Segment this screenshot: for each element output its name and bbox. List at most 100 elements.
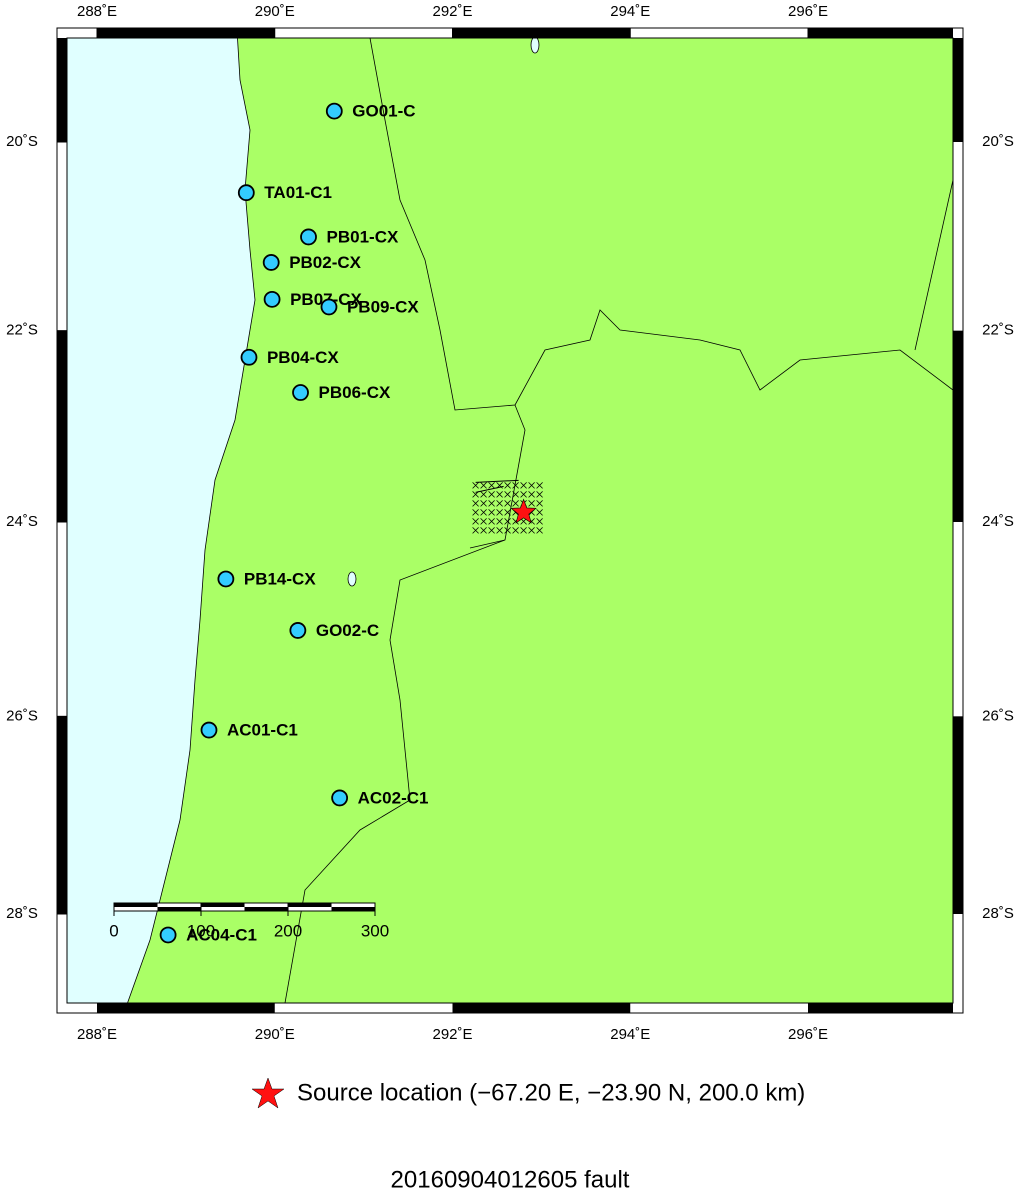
scale-label: 0	[109, 921, 118, 940]
fault-cell	[504, 527, 511, 534]
border	[914, 179, 953, 351]
station-label: AC01-C1	[227, 721, 298, 740]
fault-cell	[536, 527, 543, 534]
fault-cell	[504, 491, 511, 498]
lon-tick-label: 294˚E	[610, 1026, 650, 1043]
frame-segment	[452, 28, 631, 38]
fault-cell	[472, 500, 479, 507]
frame-segment	[57, 716, 67, 914]
fault-cell	[536, 482, 543, 489]
station	[262, 254, 280, 271]
scale-segment	[201, 903, 245, 907]
station-label: AC02-C1	[358, 788, 429, 807]
station-label: PB09-CX	[347, 297, 419, 316]
fault-cell	[528, 527, 535, 534]
lat-tick-label: 28˚S	[982, 905, 1014, 922]
lat-tick-label: 20˚S	[982, 133, 1014, 150]
scale-segment	[288, 903, 332, 907]
fault-cell	[512, 527, 519, 534]
lat-tick-label: 22˚S	[982, 322, 1014, 339]
fault-cell	[472, 509, 479, 516]
fault-outline	[475, 479, 519, 493]
scale-label: 200	[274, 921, 302, 940]
fault-cell	[504, 482, 511, 489]
lat-tick-label: 20˚S	[6, 133, 38, 150]
fault-cell	[480, 500, 487, 507]
lat-tick-label: 26˚S	[6, 707, 38, 724]
lon-tick-label: 288˚E	[77, 1026, 117, 1043]
fault-cell	[488, 509, 495, 516]
fault-cell	[488, 518, 495, 525]
fault-cell	[496, 518, 503, 525]
fault-cell	[536, 491, 543, 498]
frame-segment	[97, 28, 275, 38]
station-label: PB14-CX	[244, 569, 316, 588]
station	[320, 298, 338, 316]
fault-cell	[472, 527, 479, 534]
frame-segment	[953, 716, 963, 914]
fault-cell	[488, 491, 495, 498]
fault-cell	[488, 500, 495, 507]
fault-cell	[528, 500, 535, 507]
station	[237, 184, 255, 202]
lon-tick-label: 290˚E	[255, 1026, 295, 1043]
fault-cell	[504, 518, 511, 525]
frame-segment	[452, 1003, 631, 1013]
station	[300, 228, 317, 246]
lat-tick-label: 24˚S	[982, 513, 1014, 530]
fault-cell	[480, 518, 487, 525]
fault-cell	[536, 509, 543, 516]
fault-cell	[496, 491, 503, 498]
station	[240, 348, 258, 366]
fault-cell	[488, 527, 495, 534]
fault-cell	[480, 482, 487, 489]
station-label: TA01-C1	[264, 183, 332, 202]
frame-segment	[808, 1003, 953, 1013]
border	[469, 539, 506, 549]
fault-cell	[512, 500, 519, 507]
lon-tick-label: 296˚E	[788, 1026, 828, 1043]
fault-cell	[504, 500, 511, 507]
scale-segment	[244, 907, 288, 911]
lat-tick-label: 28˚S	[6, 905, 38, 922]
scale-segment	[331, 907, 375, 911]
frame-segment	[808, 28, 953, 38]
station	[292, 384, 309, 401]
fault-cell	[528, 491, 535, 498]
station	[200, 721, 218, 739]
scale-label: 100	[187, 921, 215, 940]
station-label: GO02-C	[316, 621, 379, 640]
fault-cell	[504, 509, 511, 516]
lon-tick-label: 290˚E	[255, 3, 295, 20]
frame-segment	[953, 38, 963, 142]
fault-cell	[520, 527, 527, 534]
frame-segment	[57, 38, 67, 142]
lon-tick-label: 292˚E	[432, 3, 472, 20]
scale-segment	[114, 903, 158, 907]
fault-cell	[536, 518, 543, 525]
fault-cell	[496, 500, 503, 507]
fault-cell	[488, 482, 495, 489]
fault-cell	[472, 482, 479, 489]
station-label: PB04-CX	[267, 348, 339, 367]
station-label: AC04-C1	[186, 925, 257, 944]
station-label: PB06-CX	[319, 383, 391, 402]
frame-segment	[57, 330, 67, 522]
fault-cell	[472, 518, 479, 525]
fault-cell	[480, 509, 487, 516]
fault-cell	[536, 500, 543, 507]
lat-tick-label: 22˚S	[6, 322, 38, 339]
frame-segment	[953, 330, 963, 522]
scale-segment	[157, 907, 201, 911]
station	[289, 622, 307, 639]
legend-text: Source location (−67.20 E, −23.90 N, 200…	[297, 1079, 805, 1106]
lon-tick-label: 288˚E	[77, 3, 117, 20]
station	[263, 290, 281, 308]
fault-cell	[520, 482, 527, 489]
lat-tick-label: 24˚S	[6, 513, 38, 530]
source-star	[510, 498, 537, 524]
lon-tick-label: 296˚E	[788, 3, 828, 20]
border	[514, 309, 953, 406]
